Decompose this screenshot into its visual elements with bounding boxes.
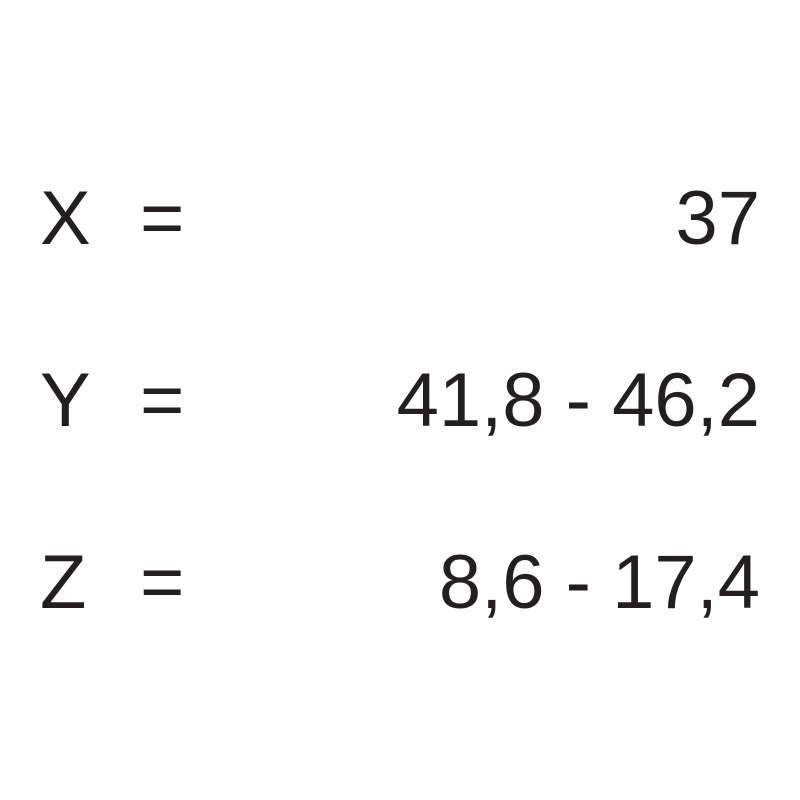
equals-sign: =	[140, 539, 260, 626]
variable-z: Z	[40, 539, 140, 626]
equation-row: X = 37	[40, 175, 760, 262]
variable-y: Y	[40, 357, 140, 444]
equals-sign: =	[140, 175, 260, 262]
equations-container: X = 37 Y = 41,8 - 46,2 Z = 8,6 - 17,4	[40, 175, 760, 626]
equation-row: Z = 8,6 - 17,4	[40, 539, 760, 626]
variable-x: X	[40, 175, 140, 262]
value-z: 8,6 - 17,4	[260, 539, 760, 626]
value-y: 41,8 - 46,2	[260, 357, 760, 444]
equation-row: Y = 41,8 - 46,2	[40, 357, 760, 444]
equals-sign: =	[140, 357, 260, 444]
value-x: 37	[260, 175, 760, 262]
